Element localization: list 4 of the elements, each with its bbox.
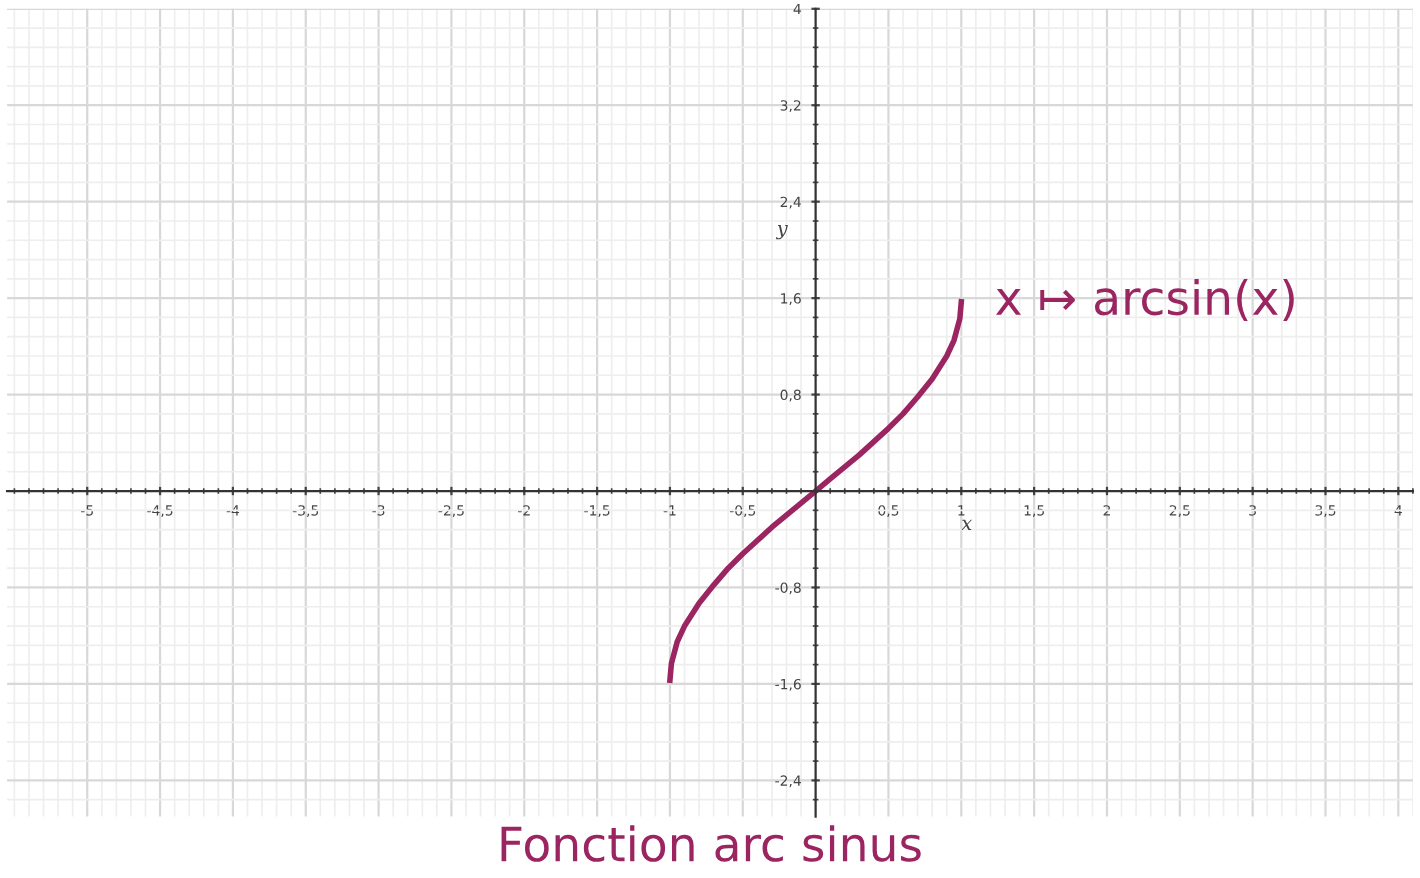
x-axis-title: x: [961, 519, 972, 530]
text: Fonction arc sinus: [501, 825, 921, 862]
y-axis-title: y: [776, 224, 788, 240]
annotation: x ↦ arcsin(x): [995, 278, 1294, 321]
